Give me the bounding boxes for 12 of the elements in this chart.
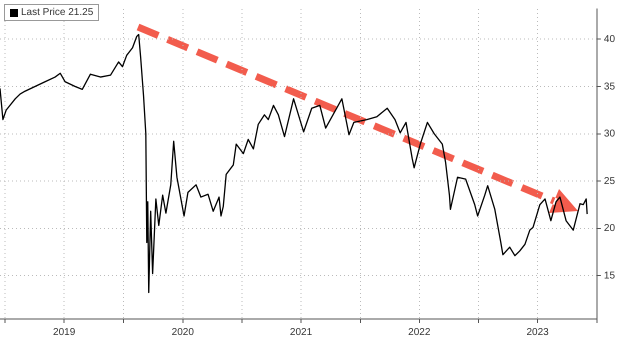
- y-tick-label: 15: [604, 270, 616, 282]
- y-tick-label: 20: [604, 223, 616, 234]
- x-tick-label: 2021: [290, 326, 313, 338]
- legend-label: Last Price 21.25: [21, 7, 94, 18]
- y-tick-label: 30: [604, 128, 616, 140]
- x-tick-label: 2019: [53, 326, 76, 338]
- x-tick-label: 2022: [408, 326, 431, 338]
- y-tick-label: 35: [604, 81, 616, 92]
- y-tick-label: 40: [604, 34, 616, 45]
- x-tick-label: 2023: [526, 326, 550, 338]
- x-tick-label: 2020: [172, 326, 194, 338]
- y-tick-label: 25: [604, 176, 616, 187]
